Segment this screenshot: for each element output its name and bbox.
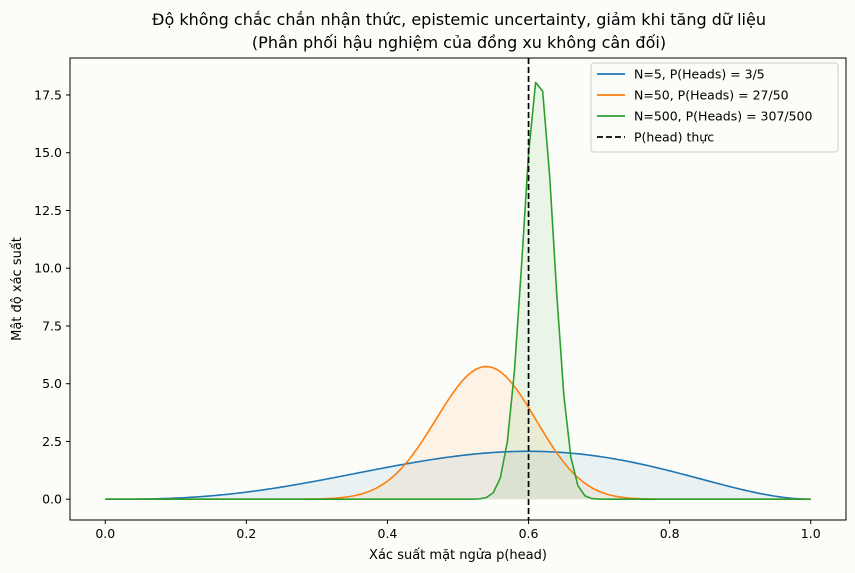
y-tick-label: 17.5: [34, 87, 62, 102]
chart-title: Độ không chắc chắn nhận thức, epistemic …: [152, 10, 766, 29]
y-axis-label: Mật độ xác suất: [10, 237, 25, 341]
y-tick-label: 10.0: [34, 261, 62, 276]
x-axis-label: Xác suất mặt ngửa p(head): [369, 548, 547, 563]
legend-box: [590, 62, 839, 153]
y-tick-label: 15.0: [34, 145, 62, 160]
series-fill-2: [105, 366, 811, 500]
x-tick-label: 0.8: [660, 526, 680, 541]
x-tick-label: 0.4: [378, 526, 398, 541]
y-tick-label: 12.5: [34, 203, 62, 218]
density-curves: [105, 81, 811, 501]
legend-label-4: P(head) thực: [634, 130, 714, 145]
legend: N=5, P(Heads) = 3/5 N=50, P(Heads) = 27/5…: [590, 62, 839, 153]
chart-subtitle: (Phân phối hậu nghiệm của đồng xu không …: [252, 33, 666, 52]
y-tick-label: 7.5: [42, 318, 62, 333]
x-tick-label: 0.0: [95, 526, 115, 541]
y-tick-label: 0.0: [42, 492, 62, 507]
legend-label-2: N=50, P(Heads) = 27/50: [634, 88, 789, 103]
legend-label-1: N=5, P(Heads) = 3/5: [634, 67, 765, 82]
x-axis-ticks: 0.0 0.2 0.4 0.6 0.8 1.0: [95, 520, 821, 541]
series-line-3: [105, 81, 811, 501]
y-tick-label: 5.0: [42, 376, 62, 391]
y-axis-ticks: 0.0 2.5 5.0 7.5 10.0 12.5 15.0 17.5: [34, 87, 70, 507]
x-tick-label: 1.0: [801, 526, 821, 541]
x-tick-label: 0.2: [236, 526, 256, 541]
legend-label-3: N=500, P(Heads) = 307/500: [634, 109, 813, 124]
y-tick-label: 2.5: [42, 434, 62, 449]
plot-frame: [69, 57, 847, 521]
series-line-1: [105, 450, 811, 501]
x-tick-label: 0.6: [519, 526, 539, 541]
